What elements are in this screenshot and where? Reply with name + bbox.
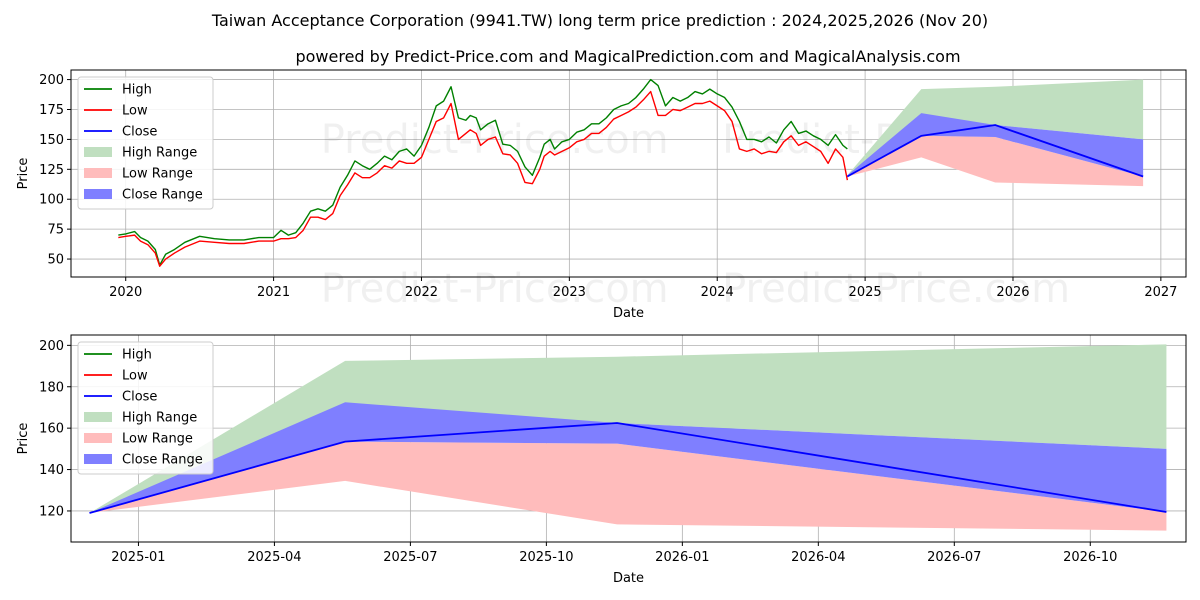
watermark-text: Predict-Price.com — [321, 117, 669, 163]
x-tick-label: 2021 — [257, 285, 290, 300]
x-tick-label: 2026-01 — [655, 550, 709, 565]
close-forecast-line — [846, 124, 1144, 178]
x-tick-label: 2026-10 — [1063, 550, 1117, 565]
legend-label: Close — [122, 390, 157, 405]
legend-label: Close Range — [122, 453, 203, 468]
x-tick-label: 2026 — [996, 285, 1029, 300]
y-axis-label: Price — [16, 158, 31, 190]
y-tick-label: 75 — [47, 223, 64, 238]
y-tick-label: 100 — [39, 193, 64, 208]
y-tick-label: 50 — [47, 253, 64, 268]
y-tick-label: 160 — [39, 422, 64, 437]
legend-label: High — [122, 83, 152, 98]
close-range-area — [847, 113, 1144, 177]
legend-label: High — [122, 348, 152, 363]
legend-label: High Range — [122, 411, 197, 426]
long-term-panel: Predict-Price.com Predict-Price.com Predic… — [16, 69, 1187, 321]
legend-label: Low — [122, 369, 148, 384]
legend-label: Low — [122, 104, 148, 119]
plot-area — [89, 344, 1167, 531]
y-tick-label: 180 — [39, 380, 64, 395]
watermark-text: Predict-Price.com — [722, 266, 1070, 312]
x-axis-label: Date — [613, 306, 644, 321]
x-tick-label: 2025-07 — [383, 550, 437, 565]
legend: High Low Close High Range Low Range Close Ran… — [77, 341, 214, 475]
low-range-legend-swatch — [84, 433, 112, 443]
y-tick-label: 125 — [39, 163, 64, 178]
y-axis-label: Price — [16, 423, 31, 455]
plot-frame — [70, 69, 1187, 278]
x-tick-label: 2026-07 — [927, 550, 981, 565]
legend-label: Low Range — [122, 432, 193, 447]
plot-area — [118, 78, 1144, 267]
low-range-area — [89, 441, 1167, 531]
x-tick-label: 2025-10 — [519, 550, 573, 565]
high-price-line — [118, 78, 848, 266]
x-tick-label: 2020 — [109, 285, 142, 300]
close-range-area — [89, 402, 1167, 514]
legend-label: Close Range — [122, 188, 203, 203]
y-tick-label: 200 — [39, 339, 64, 354]
forecast-zoom-panel: Predict-Price.comPredict-Price.com2025-0… — [16, 334, 1187, 586]
chart-title: Taiwan Acceptance Corporation (9941.TW) … — [211, 11, 988, 30]
close-range-legend-swatch — [84, 189, 112, 199]
legend-label: Low Range — [122, 167, 193, 182]
x-tick-label: 2024 — [701, 285, 734, 300]
y-tick-label: 120 — [39, 504, 64, 519]
legend: High Low Close High Range Low Range Close Ran… — [77, 76, 214, 210]
high-range-area — [89, 344, 1167, 514]
high-range-legend-swatch — [84, 147, 112, 157]
low-range-legend-swatch — [84, 168, 112, 178]
y-tick-label: 150 — [39, 133, 64, 148]
close-forecast-line — [89, 422, 1167, 514]
y-tick-label: 175 — [39, 103, 64, 118]
low-range-area — [847, 135, 1144, 187]
x-tick-label: 2022 — [405, 285, 438, 300]
legend-label: High Range — [122, 146, 197, 161]
x-tick-label: 2025 — [849, 285, 882, 300]
y-tick-label: 140 — [39, 463, 64, 478]
x-tick-label: 2027 — [1144, 285, 1177, 300]
x-tick-label: 2026-04 — [791, 550, 845, 565]
x-tick-label: 2023 — [553, 285, 586, 300]
plot-frame — [70, 334, 1187, 543]
x-tick-label: 2025-04 — [247, 550, 301, 565]
x-axis-label: Date — [613, 571, 644, 586]
x-tick-label: 2025-01 — [111, 550, 165, 565]
high-range-area — [847, 79, 1144, 176]
high-range-legend-swatch — [84, 412, 112, 422]
close-range-legend-swatch — [84, 454, 112, 464]
chart-subtitle: powered by Predict-Price.com and Magical… — [295, 47, 960, 66]
watermark-text: Predict-Price.com — [321, 266, 669, 312]
legend-label: Close — [122, 125, 157, 140]
y-tick-label: 200 — [39, 73, 64, 88]
low-price-line — [118, 90, 849, 267]
